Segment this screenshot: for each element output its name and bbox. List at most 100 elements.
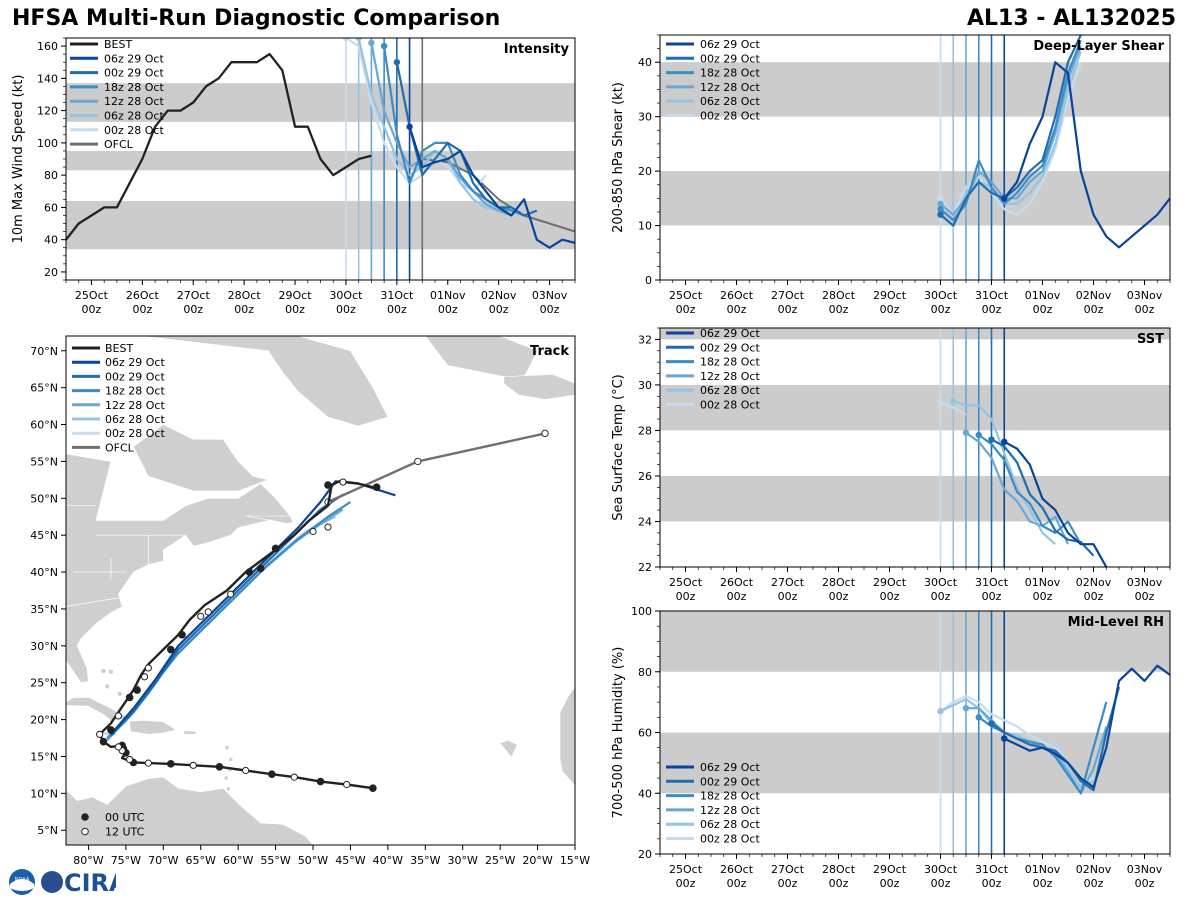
- lat-tick-label: 70°N: [30, 345, 58, 358]
- x-tick-label: 01Nov: [1025, 576, 1061, 589]
- init-marker: [988, 436, 995, 443]
- lon-tick-label: 25°W: [485, 854, 515, 867]
- lat-tick-label: 65°N: [30, 382, 58, 395]
- ofcl-point: [414, 457, 422, 466]
- best-point-00utc: [107, 726, 115, 734]
- x-tick-label: 00z: [778, 303, 798, 316]
- y-tick-label: 10: [638, 220, 652, 233]
- lon-tick-label: 55°W: [260, 854, 290, 867]
- x-tick-label: 00z: [778, 590, 798, 603]
- best-point-00utc: [369, 784, 377, 792]
- legend-label: 00z 29 Oct: [105, 370, 165, 383]
- best-point-12utc: [343, 780, 351, 789]
- x-tick-label: 31Oct: [975, 863, 1009, 876]
- forecast-line: [408, 126, 575, 249]
- best-point-12utc: [189, 761, 197, 769]
- best-point-12utc: [227, 590, 235, 598]
- x-tick-label: 30Oct: [924, 576, 958, 589]
- threshold-band: [660, 611, 1170, 672]
- x-tick-label: 00z: [1033, 303, 1053, 316]
- x-tick-label: 31Oct: [975, 289, 1009, 302]
- legend-label: 12z 28 Oct: [700, 804, 760, 817]
- x-tick-label: 00z: [234, 303, 254, 316]
- legend-label: 06z 29 Oct: [105, 356, 165, 369]
- y-axis-label: 200-850 hPa Shear (kt): [611, 82, 626, 233]
- x-tick-label: 00z: [1084, 303, 1104, 316]
- y-tick-label: 120: [37, 105, 58, 118]
- init-marker: [1001, 195, 1008, 202]
- x-tick-label: 00z: [1135, 303, 1155, 316]
- legend-dot: [81, 813, 89, 821]
- x-tick-label: 28Oct: [822, 576, 856, 589]
- legend-label: 06z 29 Oct: [104, 52, 164, 65]
- legend-label: OFCL: [105, 441, 135, 454]
- best-point-00utc: [268, 770, 276, 778]
- x-tick-label: 01Nov: [430, 289, 466, 302]
- forecast-line: [939, 50, 1082, 227]
- best-point-00utc: [215, 763, 224, 771]
- africa-land: [559, 660, 575, 787]
- best-point-00utc: [133, 686, 141, 694]
- y-tick-label: 40: [638, 56, 652, 69]
- lat-tick-label: 30°N: [30, 640, 58, 653]
- plot-area: [66, 38, 575, 280]
- x-tick-label: 00z: [1084, 590, 1104, 603]
- legend-label: 06z 28 Oct: [105, 413, 165, 426]
- legend-label: 18z 28 Oct: [700, 356, 760, 369]
- y-tick-label: 30: [638, 379, 652, 392]
- best-point-00utc: [256, 564, 265, 573]
- x-tick-label: 03Nov: [1127, 863, 1163, 876]
- legend-label: 12z 28 Oct: [104, 95, 164, 108]
- panel-title: Deep-Layer Shear: [1033, 39, 1164, 54]
- x-tick-label: 00z: [336, 303, 356, 316]
- legend-label: 06z 28 Oct: [104, 110, 164, 123]
- legend-label: 00z 29 Oct: [700, 775, 760, 788]
- legend-label: 00z 29 Oct: [700, 341, 760, 354]
- x-tick-label: 27Oct: [771, 576, 805, 589]
- forecast-line: [370, 42, 512, 217]
- cape-verde-land: [499, 739, 518, 758]
- lat-tick-label: 25°N: [30, 677, 58, 690]
- lat-tick-label: 40°N: [30, 566, 58, 579]
- best-point-12utc: [114, 743, 122, 751]
- lesser-antilles-island: [228, 757, 233, 762]
- bahamas-island: [117, 691, 123, 696]
- x-tick-label: 00z: [1084, 877, 1104, 890]
- x-tick-label: 25Oct: [75, 289, 109, 302]
- best-track: [98, 480, 374, 790]
- legend-label: BEST: [104, 38, 132, 51]
- init-marker: [406, 123, 413, 130]
- x-tick-label: 25Oct: [669, 576, 703, 589]
- best-point-00utc: [271, 544, 280, 553]
- legend-label: 18z 28 Oct: [700, 67, 760, 80]
- boundary-line: [66, 597, 119, 607]
- best-point-00utc: [99, 737, 108, 746]
- x-tick-label: 00z: [82, 303, 102, 316]
- lat-tick-label: 55°N: [30, 455, 58, 468]
- y-axis-label: Sea Surface Temp (°C): [611, 374, 626, 521]
- init-marker: [950, 397, 957, 405]
- init-marker: [1001, 438, 1008, 446]
- best-point-00utc: [166, 645, 175, 654]
- legend-label: 12 UTC: [105, 826, 145, 839]
- legend-label: 06z 28 Oct: [700, 95, 760, 108]
- x-tick-label: 00z: [1135, 590, 1155, 603]
- x-tick-label: 30Oct: [924, 289, 958, 302]
- x-tick-label: 31Oct: [380, 289, 414, 302]
- x-tick-label: 02Nov: [481, 289, 517, 302]
- y-tick-label: 80: [44, 169, 58, 182]
- lon-tick-label: 40°W: [373, 854, 403, 867]
- legend-label: 00z 28 Oct: [700, 399, 760, 412]
- x-tick-label: 00z: [540, 303, 560, 316]
- plot-area: [660, 35, 1170, 280]
- lat-tick-label: 45°N: [30, 529, 58, 542]
- y-axis-label: 10m Max Wind Speed (kt): [11, 75, 26, 244]
- best-point-12utc: [96, 730, 104, 738]
- y-axis-label: 700-500 hPa Humidity (%): [611, 647, 626, 819]
- x-tick-label: 00z: [931, 590, 951, 603]
- lon-tick-label: 35°W: [410, 854, 440, 867]
- x-tick-label: 27Oct: [771, 863, 805, 876]
- lesser-antilles-island: [226, 787, 231, 791]
- ofcl-line: [422, 158, 575, 233]
- x-tick-label: 28Oct: [822, 863, 856, 876]
